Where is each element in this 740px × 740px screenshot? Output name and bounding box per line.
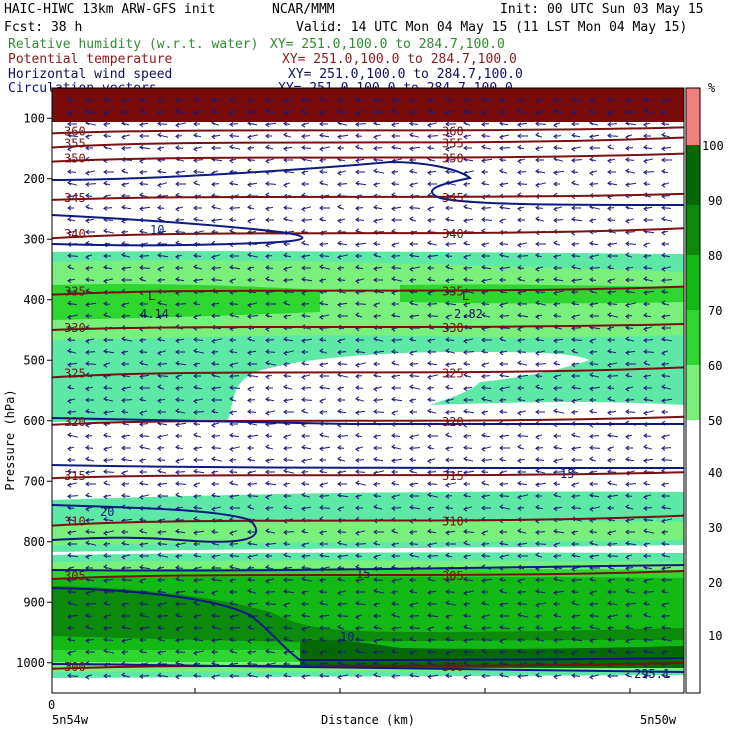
low-left-value: 4.14 <box>140 307 169 321</box>
theta-label-360-mid: 360 <box>442 124 464 138</box>
wind-label-upper: 10 <box>150 223 164 237</box>
colorbar-100 <box>686 145 700 205</box>
x-tick-label-zero: 0 <box>48 698 55 712</box>
y-tick-label: 500 <box>23 353 45 367</box>
wind-label-surface: 10 <box>340 630 354 644</box>
valid-time: Valid: 14 UTC Mon 04 May 15 (11 LST Mon … <box>296 20 687 35</box>
y-tick-label: 600 <box>23 414 45 428</box>
colorbar-top <box>686 88 700 145</box>
colorbar-label: 100 <box>702 139 724 153</box>
field-theta-name: Potential temperature <box>8 52 173 67</box>
theta-label-350-left: 350 <box>64 152 86 166</box>
theta-label-320-left: 320 <box>64 415 86 429</box>
theta-label-345-left: 345 <box>64 191 86 205</box>
y-tick-label: 200 <box>23 172 45 186</box>
wind-label-bl: 15 <box>356 567 370 581</box>
field-wind-xy: XY= 251.0,100.0 to 284.7,100.0 <box>288 67 523 82</box>
rh-top-band <box>52 88 684 122</box>
colorbar-label: 50 <box>708 414 722 428</box>
model-title: HAIC-HIWC 13km ARW-GFS init <box>4 2 215 17</box>
y-tick-label: 1000 <box>16 656 45 670</box>
low-right-letter: L <box>462 289 469 303</box>
theta-label-340-mid: 340 <box>442 227 464 241</box>
theta-label-300-left: 300 <box>64 660 86 674</box>
theta-label-335-mid: 335 <box>442 285 464 299</box>
theta-label-315-mid: 315 <box>442 469 464 483</box>
theta-label-310-mid: 310 <box>442 515 464 529</box>
plot-area: 300 300 305 305 310 310 315 315 320 320 325 325 330 3… <box>52 88 684 693</box>
y-tick-label: 300 <box>23 232 45 246</box>
field-rh-xy: XY= 251.0,100.0 to 284.7,100.0 <box>270 37 505 52</box>
colorbar-label: 60 <box>708 359 722 373</box>
corner-value: 295.1 <box>634 667 670 681</box>
theta-label-315-left: 315 <box>64 469 86 483</box>
field-wind-name: Horizontal wind speed <box>8 67 172 82</box>
theta-label-355-mid: 355 <box>442 136 464 150</box>
colorbar-label: 90 <box>708 194 722 208</box>
colorbar-70 <box>686 310 700 365</box>
theta-label-335-left: 335 <box>64 285 86 299</box>
theta-label-305-mid: 305 <box>442 569 464 583</box>
y-tick-label: 800 <box>23 535 45 549</box>
theta-label-310-left: 310 <box>64 515 86 529</box>
y-tick-label: 100 <box>23 111 45 125</box>
y-axis-title: Pressure (hPa) <box>3 389 17 490</box>
low-right-value: 2.82 <box>454 307 483 321</box>
y-tick-label: 700 <box>23 474 45 488</box>
theta-label-350-mid: 350 <box>442 152 464 166</box>
theta-label-305-left: 305 <box>64 569 86 583</box>
x-endpoint-right: 5n50w <box>640 713 677 727</box>
wind-label-low: 20 <box>100 505 114 519</box>
theta-label-325-mid: 325 <box>442 366 464 380</box>
theta-label-330-left: 330 <box>64 321 86 335</box>
theta-label-360-left: 360 <box>64 124 86 138</box>
theta-label-340-left: 340 <box>64 227 86 241</box>
y-tick-label: 900 <box>23 595 45 609</box>
theta-label-330-mid: 330 <box>442 321 464 335</box>
forecast-hour: Fcst: 38 h <box>4 20 82 35</box>
colorbar-label: 20 <box>708 576 722 590</box>
y-tick-label: 400 <box>23 293 45 307</box>
low-left-letter: L <box>148 289 155 303</box>
colorbar-label: 10 <box>708 629 722 643</box>
colorbar-label: 70 <box>708 304 722 318</box>
y-axis: 100 200 300 400 500 600 700 800 900 1000 <box>16 111 52 670</box>
field-theta-xy: XY= 251.0,100.0 to 284.7,100.0 <box>282 52 517 67</box>
theta-label-325-left: 325 <box>64 366 86 380</box>
x-axis-title: Distance (km) <box>321 713 415 727</box>
rh-colorbar: % 10 20 30 40 50 60 70 80 90 100 <box>686 81 724 693</box>
x-axis: 0 5n54w 5n50w Distance (km) <box>48 688 677 727</box>
colorbar-label: 40 <box>708 466 722 480</box>
org-label: NCAR/MMM <box>272 2 335 17</box>
field-rh-name: Relative humidity (w.r.t. water) <box>8 37 258 52</box>
colorbar-label: 30 <box>708 521 722 535</box>
colorbar-90 <box>686 205 700 255</box>
init-label: Init: 00 UTC Sun 03 May 15 <box>500 2 704 17</box>
wind-label-mid: 15 <box>560 467 574 481</box>
colorbar-60 <box>686 365 700 420</box>
colorbar-unit: % <box>708 81 716 95</box>
theta-label-345-mid: 345 <box>442 191 464 205</box>
x-endpoint-left: 5n54w <box>52 713 89 727</box>
colorbar-80 <box>686 255 700 310</box>
theta-label-300-mid: 300 <box>442 660 464 674</box>
theta-label-355-left: 355 <box>64 136 86 150</box>
colorbar-label: 80 <box>708 249 722 263</box>
colorbar-below-50 <box>686 420 700 693</box>
theta-label-320-mid: 320 <box>442 415 464 429</box>
